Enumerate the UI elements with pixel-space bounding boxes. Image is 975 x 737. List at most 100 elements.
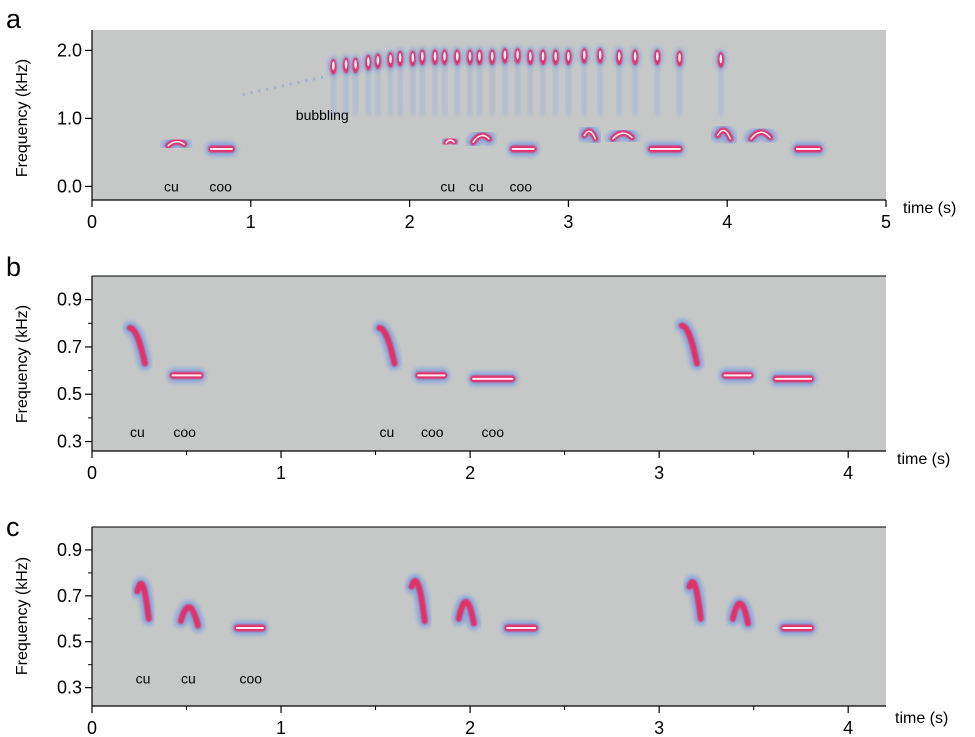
bubbling-pulse [512, 45, 523, 115]
panel-a-ticks [85, 49, 887, 207]
bubbling-pulse [579, 45, 590, 115]
annotation-coo: coo [509, 178, 532, 194]
bubbling-pulse [328, 56, 339, 115]
cu-call [466, 128, 496, 149]
panel-c-ticks [85, 549, 849, 713]
annotation-coo: coo [240, 670, 263, 686]
coo-call [645, 142, 685, 156]
panel-c-marks [130, 574, 817, 635]
annotation-coo: coo [421, 424, 444, 440]
panel-b-label: b [6, 252, 21, 282]
y-tick-label: 0.9 [57, 290, 82, 310]
cu-call [372, 321, 401, 370]
x-tick-label: 0 [87, 463, 97, 483]
coo-call [502, 620, 541, 635]
bubbling-pulse [439, 47, 450, 115]
annotation-coo: coo [209, 178, 232, 194]
cu-call [606, 126, 639, 146]
panel-a-marks [161, 45, 825, 156]
x-tick-label: 2 [405, 212, 415, 232]
bubbling-pulse [537, 47, 548, 115]
panel-c-x-axis-label: time (s) [895, 710, 948, 727]
x-tick-label: 3 [654, 718, 664, 737]
bubbling-pulse [474, 47, 485, 115]
bubbling-pulse [674, 48, 685, 115]
annotation-cu: cu [136, 670, 151, 686]
bubbling-pulse [341, 55, 352, 115]
panel-c-label: c [6, 512, 20, 542]
x-tick-label: 4 [722, 212, 732, 232]
annotation-cu: cu [380, 424, 395, 440]
cu-call [130, 577, 156, 626]
y-tick-label: 0.7 [57, 586, 82, 606]
panel-c-plot-area [92, 527, 886, 706]
bubbling-pulse [525, 47, 536, 115]
coo-call [413, 368, 450, 383]
bubbling-pulse [407, 48, 418, 115]
x-tick-label: 5 [881, 212, 891, 232]
bubbling-pulse [563, 47, 574, 115]
x-tick-label: 3 [654, 463, 664, 483]
y-tick-label: 0.9 [57, 540, 82, 560]
panel-a-y-axis-label: Frequency (kHz) [14, 59, 31, 177]
annotation-cu: cu [469, 178, 484, 194]
panel-b-tick-labels: 0 1 2 3 4 0.3 0.5 0.7 0.9 [57, 290, 853, 483]
panel-a-label: a [6, 4, 22, 34]
y-tick-label: 0.3 [57, 678, 82, 698]
cu-call [404, 574, 432, 628]
annotation-coo: coo [481, 424, 504, 440]
coo-call [719, 368, 756, 383]
bubbling-pulse [614, 47, 625, 115]
annotation-cu: cu [440, 178, 455, 194]
x-tick-label: 1 [276, 463, 286, 483]
cu-call [123, 321, 152, 370]
cu-call [744, 125, 777, 146]
y-tick-label: 0.7 [57, 337, 82, 357]
bubbling-pulse [715, 49, 726, 115]
y-tick-label: 0.5 [57, 384, 82, 404]
bubbling-pulse [630, 47, 641, 115]
panel-b: b 0 1 2 3 4 0.3 0.5 0.7 0.9 cu coo cu coo coo time (… [6, 252, 950, 483]
panel-b-marks [123, 319, 817, 386]
y-tick-label: 2.0 [57, 40, 82, 60]
panel-b-x-axis-label: time (s) [897, 451, 950, 468]
y-tick-label: 0.3 [57, 432, 82, 452]
cu-call [452, 595, 481, 630]
x-tick-label: 3 [563, 212, 573, 232]
y-tick-label: 1.0 [57, 108, 82, 128]
panel-c-tick-labels: 0 1 2 3 4 0.3 0.5 0.7 0.9 [57, 540, 853, 737]
cu-call [711, 123, 737, 146]
coo-call [205, 142, 237, 156]
panel-b-ticks [85, 299, 849, 458]
cu-call [161, 135, 191, 153]
x-tick-label: 0 [87, 212, 97, 232]
coo-call [468, 371, 518, 386]
x-tick-label: 2 [465, 463, 475, 483]
panel-a-x-axis-label: time (s) [903, 200, 956, 217]
x-tick-label: 0 [87, 718, 97, 737]
x-tick-label: 1 [246, 212, 256, 232]
bubbling-pulse [487, 47, 498, 115]
annotation-coo: coo [173, 424, 196, 440]
coo-call [778, 620, 817, 635]
annotation-bubbling: bubbling [296, 107, 349, 123]
x-tick-label: 1 [276, 718, 286, 737]
bubbling-pulse [652, 47, 663, 115]
y-tick-label: 0.0 [57, 176, 82, 196]
coo-call [231, 620, 268, 635]
coo-call [770, 371, 817, 386]
coo-call [167, 368, 206, 383]
bubbling-pulse [430, 47, 441, 115]
bubbling-pulse [417, 47, 428, 115]
bubbling-pulse [464, 47, 475, 115]
bubbling-pulse [595, 45, 606, 115]
bubbling-pulse [550, 47, 561, 115]
panel-c: c 0 1 2 3 4 0.3 0.5 0.7 0.9 cu cu coo time (s) Fre… [6, 512, 948, 737]
bubbling-pulse [372, 51, 383, 115]
coo-call [507, 142, 539, 156]
x-tick-label: 2 [465, 718, 475, 737]
annotation-cu: cu [181, 670, 196, 686]
